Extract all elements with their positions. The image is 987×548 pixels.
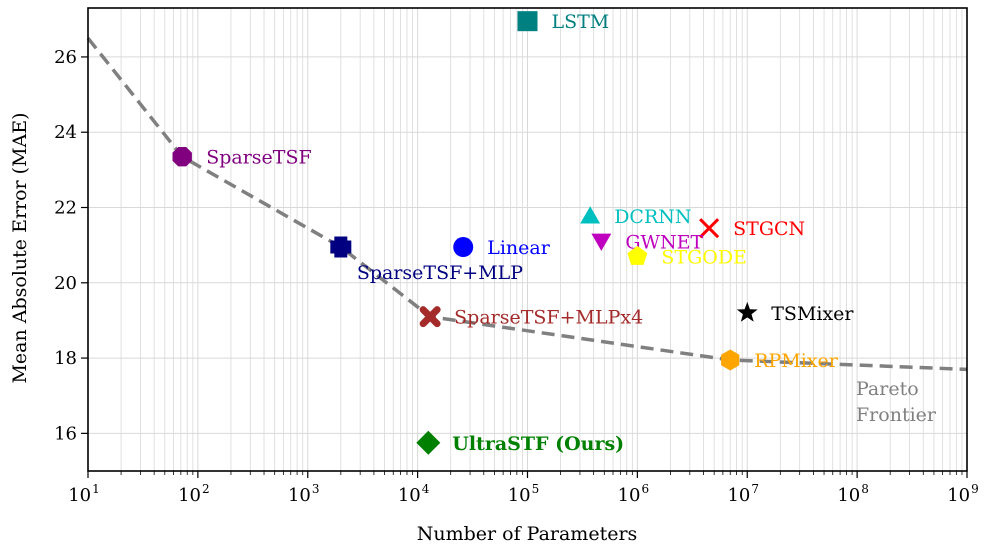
- gwnet-marker: [591, 233, 612, 251]
- x-tick-exponent: 3: [312, 482, 320, 496]
- points-layer: LSTM SparseTSF DCRNN STGCN Linear SparseTSF+M…: [172, 11, 854, 455]
- x-tick-label: 104: [398, 482, 430, 506]
- dcrnn-marker: [580, 206, 601, 224]
- pareto-frontier-layer: Pareto Frontier: [86, 37, 968, 426]
- x-tick-exponent: 2: [202, 482, 210, 496]
- data-point: Linear: [453, 237, 551, 259]
- data-point: RPMixer: [721, 349, 839, 372]
- linear-marker: [453, 237, 474, 258]
- data-point: LSTM: [517, 11, 610, 33]
- data-point: UltraSTF (Ours): [416, 430, 624, 455]
- pareto-frontier-label: Frontier: [856, 404, 937, 426]
- data-point: SparseTSF: [172, 147, 312, 169]
- stgode-marker: [627, 245, 648, 265]
- data-point: GWNET: [591, 231, 704, 253]
- x-tick-exponent: 5: [532, 482, 540, 496]
- x-tick-exponent: 1: [92, 482, 100, 496]
- data-point: SparseTSF+MLP: [330, 236, 523, 284]
- x-tick-label: 107: [727, 482, 759, 506]
- data-point: DCRNN: [580, 206, 692, 228]
- data-point-label: STGCN: [733, 218, 805, 240]
- ultrastf-ours--marker: [416, 430, 441, 455]
- y-tick-label: 24: [54, 122, 77, 143]
- data-point: STGODE: [627, 245, 747, 268]
- data-point-label: UltraSTF (Ours): [452, 433, 624, 455]
- x-tick-exponent: 8: [861, 482, 869, 496]
- data-point-label: TSMixer: [771, 303, 854, 325]
- rpmixer-marker: [721, 349, 740, 371]
- x-axis-label: Number of Parameters: [417, 523, 638, 545]
- sparsetsf-mlpx4-marker: [419, 306, 441, 328]
- y-tick-label: 26: [54, 47, 77, 68]
- data-point-label: RPMixer: [754, 350, 839, 372]
- lstm-marker: [517, 11, 538, 32]
- data-point-label: SparseTSF: [206, 147, 311, 169]
- y-tick-label: 16: [54, 423, 77, 444]
- x-tick-label: 102: [178, 482, 210, 506]
- x-tick-exponent: 9: [971, 482, 979, 496]
- x-tick-label: 109: [947, 482, 979, 506]
- data-point-label: SparseTSF+MLPx4: [454, 307, 643, 329]
- data-point-label: DCRNN: [614, 206, 691, 228]
- x-tick-label: 103: [288, 482, 320, 506]
- data-point-label: SparseTSF+MLP: [357, 262, 523, 284]
- pareto-frontier-label: Pareto: [856, 378, 919, 400]
- data-point: TSMixer: [736, 301, 854, 325]
- stgcn-marker: [699, 218, 720, 239]
- x-tick-exponent: 7: [751, 482, 759, 496]
- pareto-frontier-line: [86, 37, 968, 372]
- y-tick-label: 18: [54, 348, 77, 369]
- sparsetsf-marker: [172, 147, 192, 167]
- data-point: SparseTSF+MLPx4: [419, 306, 643, 329]
- y-tick-label: 20: [54, 273, 77, 294]
- y-axis-label: Mean Absolute Error (MAE): [9, 112, 31, 383]
- x-tick-label: 101: [68, 482, 100, 506]
- data-point-label: GWNET: [625, 231, 703, 253]
- data-point-label: STGODE: [661, 246, 747, 268]
- x-tick-label: 108: [837, 482, 869, 506]
- y-tick-label: 22: [54, 198, 77, 219]
- tsmixer-marker: [736, 301, 758, 322]
- x-tick-exponent: 4: [422, 482, 430, 496]
- grid-layer: [87, 8, 967, 471]
- data-point: STGCN: [699, 218, 805, 240]
- x-tick-label: 106: [618, 482, 650, 506]
- x-tick-exponent: 6: [642, 482, 650, 496]
- x-tick-label: 105: [508, 482, 540, 506]
- data-point-label: LSTM: [552, 11, 610, 33]
- sparsetsf-mlp-marker: [330, 236, 352, 258]
- data-point-label: Linear: [487, 237, 551, 259]
